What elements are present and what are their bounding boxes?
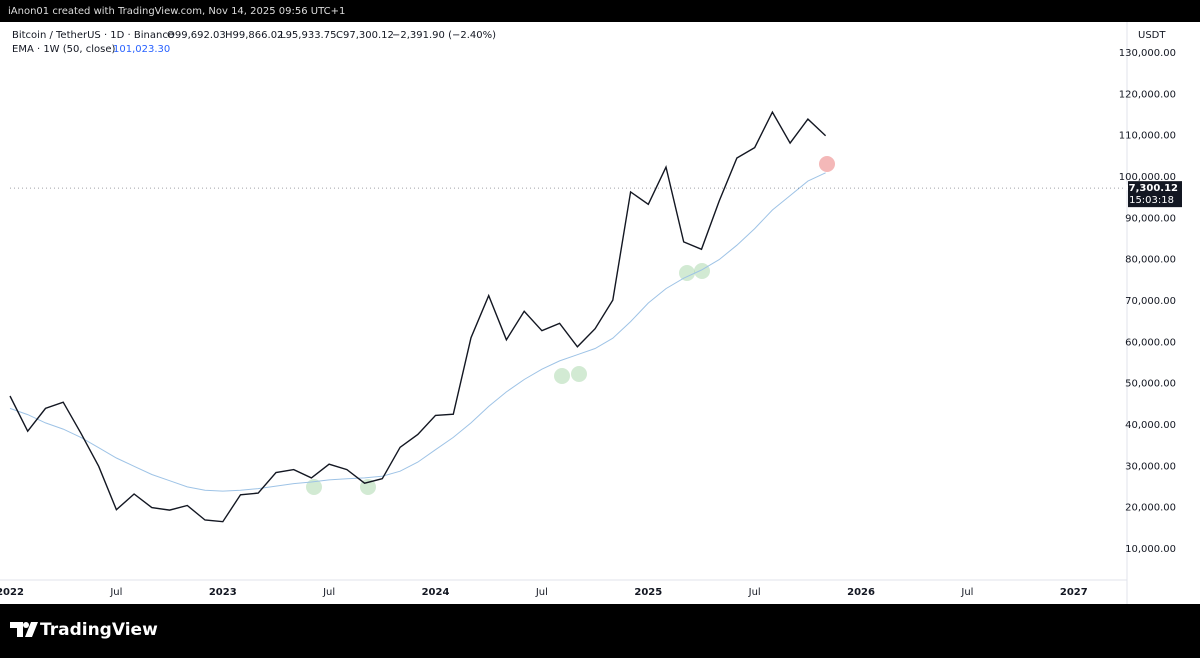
highlight bbox=[571, 366, 587, 382]
symbol: Bitcoin / TetherUS · 1D · Binance bbox=[12, 30, 174, 41]
currency: USDT bbox=[1138, 30, 1166, 41]
y-tick-label: 80,000.00 bbox=[1125, 255, 1176, 266]
y-tick-label: 70,000.00 bbox=[1125, 296, 1176, 307]
indicator-value: 101,023.30 bbox=[113, 44, 170, 55]
credit: iAnon01 created with TradingView.com, No… bbox=[8, 6, 345, 17]
countdown: 15:03:18 bbox=[1129, 195, 1174, 206]
y-tick-label: 130,000.00 bbox=[1119, 48, 1176, 59]
logo-icon bbox=[10, 622, 38, 637]
y-tick-label: 120,000.00 bbox=[1119, 89, 1176, 100]
y-tick-label: 30,000.00 bbox=[1125, 461, 1176, 472]
price-line bbox=[9, 110, 827, 523]
x-tick-label: Jul bbox=[960, 587, 973, 598]
x-tick-label: 2027 bbox=[1060, 587, 1088, 598]
x-tick-label: Jul bbox=[322, 587, 335, 598]
highlight bbox=[306, 479, 322, 495]
highlight bbox=[819, 156, 835, 172]
x-tick-label: 2024 bbox=[422, 587, 450, 598]
x-tick-label: 2025 bbox=[634, 587, 662, 598]
high: H99,866.02 bbox=[225, 30, 283, 41]
highlight bbox=[679, 265, 695, 281]
indicator: EMA · 1W (50, close) bbox=[12, 44, 115, 55]
x-tick-label: Jul bbox=[535, 587, 548, 598]
y-tick-label: 20,000.00 bbox=[1125, 503, 1176, 514]
logo bbox=[10, 622, 38, 637]
close: C97,300.12 bbox=[336, 30, 394, 41]
x-tick-label: 2023 bbox=[209, 587, 237, 598]
y-tick-label: 100,000.00 bbox=[1119, 172, 1176, 183]
low: L95,933.75 bbox=[280, 30, 336, 41]
y-tick-label: 40,000.00 bbox=[1125, 420, 1176, 431]
y-tick-label: 110,000.00 bbox=[1119, 131, 1176, 142]
x-tick-label: 2026 bbox=[847, 587, 875, 598]
x-tick-label: Jul bbox=[748, 587, 761, 598]
ema-line bbox=[9, 172, 826, 492]
top-bar bbox=[0, 0, 1200, 22]
highlight bbox=[554, 368, 570, 384]
y-tick-label: 60,000.00 bbox=[1125, 337, 1176, 348]
last-price-tag bbox=[1128, 181, 1182, 208]
y-tick-label: 90,000.00 bbox=[1125, 213, 1176, 224]
chart-area bbox=[0, 22, 1200, 604]
change: −2,391.90 (−2.40%) bbox=[392, 30, 496, 41]
logo-dot bbox=[23, 622, 29, 628]
open: O99,692.03 bbox=[167, 30, 226, 41]
y-tick-label: 50,000.00 bbox=[1125, 379, 1176, 390]
last-price-label: 97,300.12 bbox=[1122, 183, 1178, 194]
bottom-bar bbox=[0, 604, 1200, 654]
brand: TradingView bbox=[40, 620, 158, 640]
x-tick-label: 2022 bbox=[0, 587, 24, 598]
y-tick-label: 10,000.00 bbox=[1125, 544, 1176, 555]
x-tick-label: Jul bbox=[109, 587, 122, 598]
highlight bbox=[694, 263, 710, 279]
